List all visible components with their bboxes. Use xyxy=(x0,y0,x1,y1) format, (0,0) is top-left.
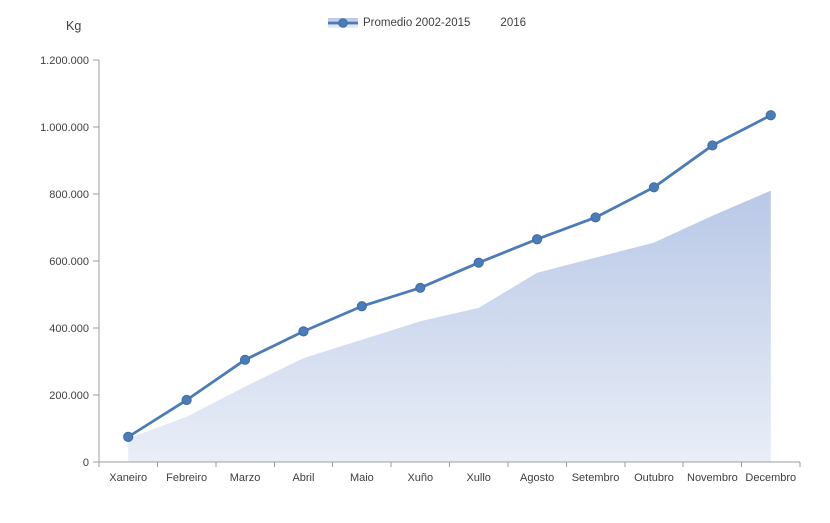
x-axis-category-label: Outubro xyxy=(634,472,674,484)
data-point-marker xyxy=(356,301,367,312)
legend-label: 2016 xyxy=(500,17,527,29)
y-axis-unit-label: Kg xyxy=(66,19,82,33)
x-axis-category-label: Marzo xyxy=(230,472,261,484)
data-point-marker xyxy=(473,257,484,268)
legend-label: Promedio 2002-2015 xyxy=(363,17,471,29)
data-point-marker xyxy=(298,326,309,337)
x-axis-category-label: Novembro xyxy=(687,472,738,484)
data-point-marker xyxy=(532,234,543,245)
chart-legend: Promedio 2002-2015 2016 xyxy=(328,17,526,29)
promedio-area-series xyxy=(128,190,771,462)
x-axis-category-label: Xuño xyxy=(407,472,433,484)
data-point-marker xyxy=(590,212,601,223)
x-axis-category-label: Xaneiro xyxy=(109,472,147,484)
data-point-marker xyxy=(648,182,660,193)
x-axis-category-label: Setembro xyxy=(572,472,620,484)
data-point-marker xyxy=(707,140,718,151)
x-axis-category-label: Agosto xyxy=(520,472,554,484)
data-point-marker xyxy=(415,282,426,293)
data-point-marker xyxy=(181,394,192,406)
y-axis-tick-label: 600.000 xyxy=(49,256,89,268)
y-axis-tick-label: 1.000.000 xyxy=(40,122,89,134)
legend-item-2016: 2016 xyxy=(328,17,527,29)
y-axis-tick-label: 200.000 xyxy=(49,390,89,402)
line-2016-series xyxy=(126,113,773,439)
data-point-marker xyxy=(123,431,134,442)
y-axis-tick-label: 0 xyxy=(83,457,89,469)
line-marker-swatch-icon xyxy=(328,18,358,28)
x-axis-category-label: Xullo xyxy=(466,472,490,484)
y-axis-tick-label: 400.000 xyxy=(49,323,89,335)
x-axis-category-label: Maio xyxy=(350,472,374,484)
data-point-marker xyxy=(239,354,251,365)
x-axis-category-label: Decembro xyxy=(745,472,796,484)
x-axis-category-label: Febreiro xyxy=(166,472,207,484)
y-axis-tick-label: 800.000 xyxy=(49,189,89,201)
data-point-marker xyxy=(765,110,776,121)
x-axis-category-label: Abril xyxy=(292,472,314,484)
y-axis-tick-label: 1.200.000 xyxy=(40,55,89,67)
